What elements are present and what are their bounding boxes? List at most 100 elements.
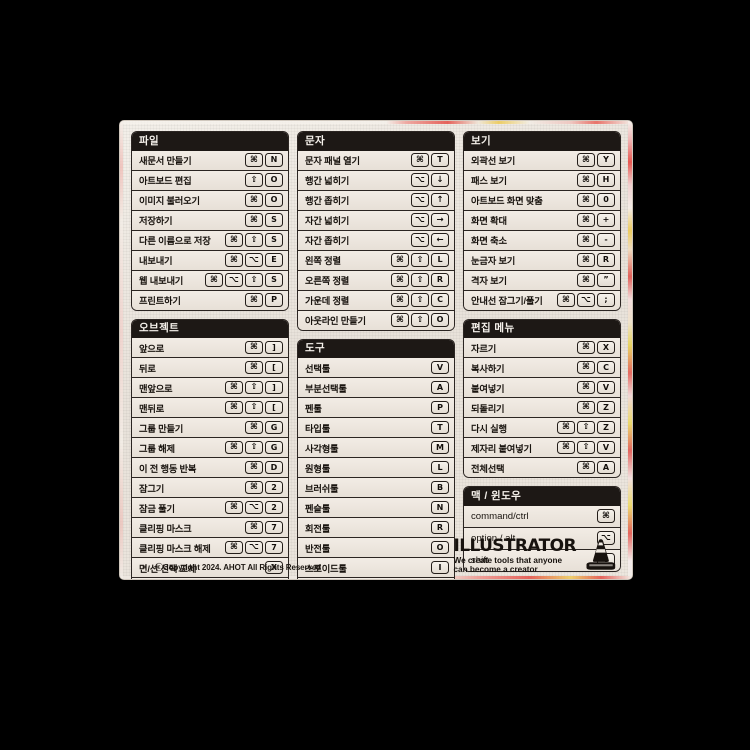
shortcut-row: 문자 패널 열기 ⌘ T (298, 150, 454, 170)
shortcut-keys: ⌘[ (245, 360, 283, 375)
key-cap: S (265, 213, 283, 227)
shortcut-keys: ⌘ Y (577, 153, 615, 167)
key-cap: B (431, 480, 449, 495)
shortcut-keys: X (265, 560, 283, 575)
shortcut-label: 선택툴 (305, 363, 331, 374)
shortcut-row: 자간 넓히기 ⌥ → (298, 209, 454, 230)
shortcut-label: 앞으로 (139, 343, 165, 354)
shortcut-label: 펜슬툴 (305, 503, 331, 514)
shortcut-label: 부분선택툴 (305, 383, 347, 394)
panel-file: 파일 새문서 만들기 ⌘ N 아트보드 편집 ⇧ O 이미지 불러오기 ⌘ O 저장하기 ⌘ S 다른 이… (131, 131, 289, 311)
shortcut-row: 그라디언트툴G (298, 577, 454, 579)
key-cap: X (597, 340, 615, 355)
shortcut-row: 안내선 잠그기/풀기 ⌘ ⌥; (464, 289, 620, 310)
brand-text-block: ILLUSTRATOR We create tools that anyone … (453, 535, 577, 575)
shortcut-label: 자간 넓히기 (305, 216, 350, 227)
key-cap: ⌘ (577, 400, 595, 415)
key-cap: ⌥ (577, 293, 595, 307)
shortcut-label: 이 전 행동 반복 (139, 463, 197, 474)
key-cap: T (431, 420, 449, 435)
key-cap: ⌘ (577, 173, 595, 187)
key-cap: M (431, 440, 449, 455)
shortcut-label: 아트보드 편집 (139, 176, 192, 187)
key-cap: ⌘ (245, 480, 263, 495)
column-right: 보기 외곽선 보기 ⌘ Y 패스 보기 ⌘ H 아트보드 화면 맞춤 ⌘ 0 화면 확대 ⌘ + 화면 축… (463, 131, 621, 579)
key-cap: H (597, 173, 615, 187)
key-cap: ⌘ (391, 253, 409, 267)
key-cap: ⌘ (577, 360, 595, 375)
shortcut-row: 부분선택툴 A (298, 377, 454, 398)
key-cap: ⌘ (225, 233, 243, 247)
key-cap: ⌘ (557, 293, 575, 307)
shortcut-label: 펜툴 (305, 403, 322, 414)
panel-type: 문자 문자 패널 열기 ⌘ T 행간 넓히기 ⌥ ↓ 행간 좁히기 ⌥ ↑ 자간 넓히기 ⌥ → 자간 좁… (297, 131, 455, 331)
shortcut-keys: ⇧ O (245, 173, 283, 187)
key-cap: ← (431, 233, 449, 247)
shortcut-keys: ⌘ 0 (577, 193, 615, 207)
key-cap: 0 (597, 193, 615, 207)
panel-object: 오브젝트 앞으로 ⌘] 뒤로 ⌘[맨앞으로 ⌘ ⇧] 맨뒤로 ⌘ ⇧[그룹 만들기 ⌘ G 그룹 해제 ⌘… (131, 318, 289, 579)
shortcut-row: 내보내기 ⌘ ⌥ E (132, 249, 288, 270)
shortcut-row: 사각형툴 M (298, 437, 454, 458)
shortcut-label: 클리핑 마스크 (139, 523, 192, 534)
shortcut-label: 화면 확대 (471, 216, 507, 227)
key-cap: + (597, 213, 615, 227)
shortcut-label: 행간 좁히기 (305, 196, 350, 207)
shortcut-keys: ⌘ X (577, 340, 615, 355)
shortcut-label: 면/선 선택 교체 (139, 563, 197, 574)
shortcut-row: 전체선택 ⌘ A (464, 457, 620, 478)
shortcut-label: 가운데 정렬 (305, 296, 350, 307)
key-cap: V (431, 360, 449, 375)
key-cap: ⌥ (245, 253, 263, 267)
shortcut-keys: ⌘ P (245, 293, 283, 307)
shortcut-row: 가운데 정렬 ⌘ ⇧ C (298, 289, 454, 310)
key-cap: T (431, 153, 449, 167)
shortcut-keys: ⌘ D (245, 460, 283, 475)
key-cap: 2 (265, 500, 283, 515)
key-cap: ⌥ (225, 273, 243, 287)
shortcut-label: 저장하기 (139, 216, 173, 227)
shortcut-row: 맨앞으로 ⌘ ⇧] (132, 377, 288, 398)
shortcut-keys: ⌘ Z (577, 400, 615, 415)
shortcut-label: 전체선택 (471, 463, 505, 474)
shortcut-row: 다시 실행 ⌘ ⇧ Z (464, 417, 620, 438)
traffic-cone-icon (586, 539, 616, 570)
key-cap: P (431, 400, 449, 415)
key-cap: ⌘ (245, 213, 263, 227)
key-cap: ⇧ (577, 440, 595, 455)
shortcut-keys: ⌘ G (245, 420, 283, 435)
key-cap: ⇧ (245, 173, 263, 187)
key-cap: C (431, 293, 449, 307)
key-cap: ⌘ (245, 153, 263, 167)
shortcut-row: 왼쪽 정렬 ⌘ ⇧ L (298, 249, 454, 270)
shortcut-row: 화면 확대 ⌘ + (464, 209, 620, 230)
shortcut-keys: ⌘” (577, 273, 615, 287)
shortcut-label: 스포이드툴 (305, 563, 347, 574)
shortcut-keys: P (431, 400, 449, 415)
shortcut-label: 자르기 (471, 343, 497, 354)
key-cap: ⌘ (245, 520, 263, 535)
shortcut-row: 화면 축소 ⌘ - (464, 229, 620, 250)
shortcut-row: 격자 보기 ⌘” (464, 269, 620, 290)
brand-name: ILLUSTRATOR (453, 535, 577, 556)
panel-rows-edit: 자르기 ⌘ X 복사하기 ⌘ C 붙여넣기 ⌘ V 되돌리기 ⌘ Z 다시 실행 ⌘ ⇧ Z 제자리 붙여넣기 ⌘… (464, 338, 620, 478)
shortcut-label: 안내선 잠그기/풀기 (471, 296, 543, 307)
key-cap: ⇧ (577, 420, 595, 435)
shortcut-row: 눈금자 보기 ⌘ R (464, 249, 620, 270)
shortcut-keys: ⌘ - (577, 233, 615, 247)
key-cap: ⌘ (245, 293, 263, 307)
key-cap: ⌘ (225, 380, 243, 395)
shortcut-keys: T (431, 420, 449, 435)
shortcut-row: 제자리 붙여넣기 ⌘ ⇧ V (464, 437, 620, 458)
key-cap: ⌥ (411, 173, 429, 187)
shortcut-keys: ⌘ ⇧[ (225, 400, 283, 415)
shortcut-panel-grid: 파일 새문서 만들기 ⌘ N 아트보드 편집 ⇧ O 이미지 불러오기 ⌘ O 저장하기 ⌘ S 다른 이… (120, 121, 632, 579)
shortcut-keys: ⌘ ⇧ L (391, 253, 449, 267)
shortcut-label: command/ctrl (471, 510, 529, 522)
shortcut-row: 웹 내보내기 ⌘ ⌥ ⇧ S (132, 269, 288, 290)
shortcut-label: 다시 실행 (471, 423, 507, 434)
shortcut-keys: ⌘ ⌥ 7 (225, 540, 283, 555)
shortcut-label: 뒤로 (139, 363, 156, 374)
key-cap: ⌘ (245, 460, 263, 475)
key-cap: L (431, 253, 449, 267)
